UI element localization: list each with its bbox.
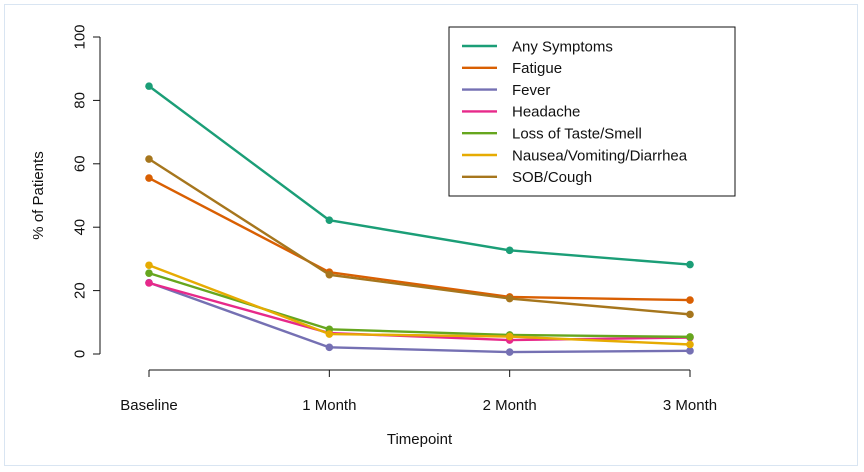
data-point bbox=[325, 270, 334, 279]
data-point bbox=[145, 261, 153, 270]
legend-label: Headache bbox=[512, 104, 580, 121]
legend: Any Symptoms Fatigue Fever Headache Loss of … bbox=[448, 26, 736, 197]
data-point bbox=[505, 294, 514, 303]
series-line bbox=[148, 281, 691, 342]
data-point bbox=[145, 174, 153, 182]
axes: 0 20 40 60 80 100 Baseline 1 Month 2 Month 3 Mon… bbox=[71, 24, 717, 414]
data-point bbox=[686, 310, 694, 319]
y-tick-label: 20 bbox=[71, 282, 88, 299]
data-point bbox=[505, 348, 514, 356]
y-axis-title: % of Patients bbox=[30, 151, 47, 239]
y-tick-label: 40 bbox=[71, 219, 88, 236]
legend-item: Loss of Taste/Smell bbox=[462, 125, 642, 142]
legend-item: Headache bbox=[462, 104, 580, 121]
legend-item: Any Symptoms bbox=[462, 38, 613, 55]
data-point bbox=[325, 343, 334, 352]
series bbox=[145, 155, 694, 319]
data-point bbox=[145, 82, 153, 90]
series-line bbox=[148, 177, 691, 302]
legend-item: Fever bbox=[462, 82, 550, 99]
series bbox=[145, 278, 694, 356]
x-tick-label: 3 Month bbox=[663, 397, 717, 414]
data-point bbox=[686, 296, 694, 304]
legend-label: Loss of Taste/Smell bbox=[512, 125, 642, 142]
series-line bbox=[148, 85, 691, 266]
legend-item: Nausea/Vomiting/Diarrhea bbox=[462, 147, 688, 164]
legend-label: Any Symptoms bbox=[512, 38, 613, 55]
x-tick-label: 2 Month bbox=[483, 397, 537, 414]
x-tick-label: 1 Month bbox=[302, 397, 356, 414]
data-point bbox=[686, 347, 694, 355]
legend-label: Nausea/Vomiting/Diarrhea bbox=[512, 147, 688, 164]
series-line bbox=[148, 281, 691, 354]
data-point bbox=[145, 269, 153, 277]
y-tick-label: 60 bbox=[71, 155, 88, 172]
series bbox=[145, 261, 694, 349]
series-group bbox=[145, 82, 694, 356]
legend-label: Fever bbox=[512, 82, 550, 99]
data-point bbox=[505, 246, 514, 255]
series-line bbox=[148, 272, 691, 339]
y-tick-label: 0 bbox=[71, 350, 88, 358]
data-point bbox=[325, 216, 334, 225]
data-point bbox=[686, 260, 694, 269]
legend-label: SOB/Cough bbox=[512, 169, 592, 186]
y-tick-label: 80 bbox=[71, 92, 88, 109]
x-ticks: Baseline 1 Month 2 Month 3 Month bbox=[120, 370, 717, 414]
data-point bbox=[325, 330, 334, 338]
data-point bbox=[145, 155, 153, 163]
series-line bbox=[148, 158, 691, 316]
data-point bbox=[686, 340, 694, 349]
series bbox=[145, 82, 694, 269]
x-tick-label: Baseline bbox=[120, 397, 178, 414]
legend-label: Fatigue bbox=[512, 60, 562, 77]
data-point bbox=[686, 333, 694, 341]
y-tick-label: 100 bbox=[71, 24, 88, 49]
y-ticks: 0 20 40 60 80 100 bbox=[71, 24, 100, 358]
data-point bbox=[505, 332, 514, 341]
series-line bbox=[148, 264, 691, 346]
data-point bbox=[145, 279, 153, 287]
legend-item: SOB/Cough bbox=[462, 169, 592, 186]
x-axis-title: Timepoint bbox=[387, 431, 453, 448]
legend-item: Fatigue bbox=[462, 60, 562, 77]
